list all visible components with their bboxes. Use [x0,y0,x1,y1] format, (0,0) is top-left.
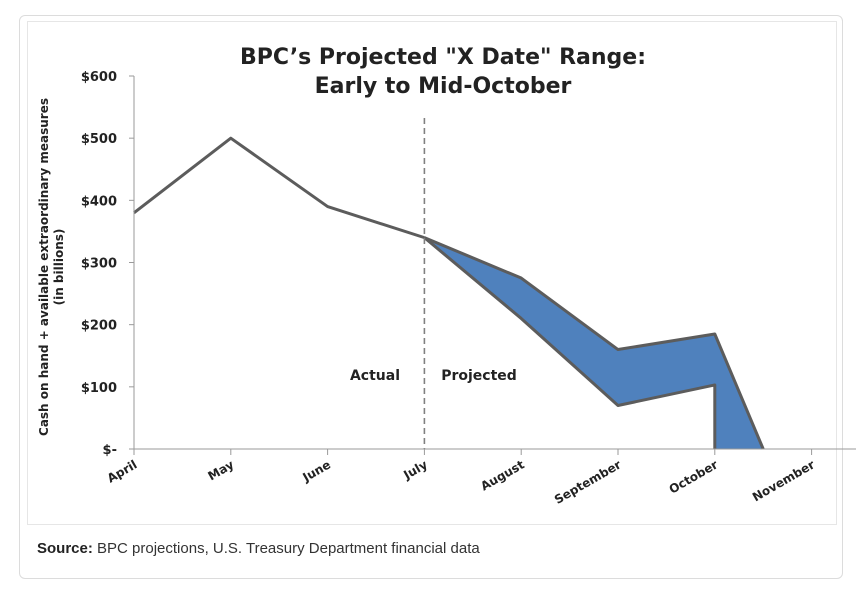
y-tick-label: $500 [81,132,117,147]
x-tick-label: November [750,457,817,504]
x-tick-label: May [205,457,236,483]
x-tick-label: September [552,457,624,506]
source-label: Source: [37,540,93,557]
projected-lower-line [423,236,717,449]
chart-subtitle: Early to Mid-October [315,74,572,99]
chart-title: BPC’s Projected "X Date" Range: [240,45,646,70]
source-text: BPC projections, U.S. Treasury Departmen… [92,540,480,557]
source-caption: Source: BPC projections, U.S. Treasury D… [37,540,480,557]
x-tick-label: June [300,457,334,484]
y-tick-label: $300 [81,257,117,272]
x-tick-label: October [667,457,721,496]
y-axis-label: Cash on hand + available extraordinary m… [37,98,51,436]
annotation-actual: Actual [350,368,400,384]
chart-frame [27,21,837,525]
y-tick-label: $600 [81,70,117,85]
y-tick-label: $200 [81,319,117,334]
y-tick-label: $- [103,443,117,458]
x-tick-label: August [478,457,527,493]
y-tick-label: $400 [81,194,117,209]
annotation-projected: Projected [441,368,517,384]
projected-range-area [424,237,764,449]
projected-upper-line [423,236,765,450]
actual-line [133,136,425,240]
y-tick-label: $100 [81,381,117,396]
x-tick-label: July [400,457,430,482]
y-axis-label-units: (in billions) [52,229,66,306]
x-tick-label: April [105,457,140,485]
